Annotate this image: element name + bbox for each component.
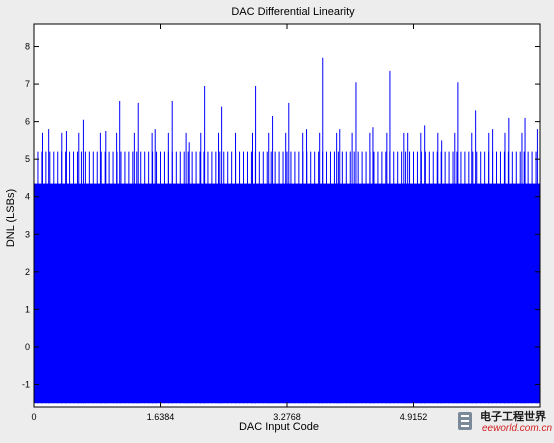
y-tick-label: 7 xyxy=(25,79,30,89)
y-tick-label: 5 xyxy=(25,154,30,164)
y-tick-label: -1 xyxy=(22,379,30,389)
x-tick-label: 4.9152 xyxy=(400,412,428,422)
y-axis-label: DNL (LSBs) xyxy=(5,189,17,247)
y-tick-label: 2 xyxy=(25,267,30,277)
solid-fill-region xyxy=(34,183,540,404)
chart-title: DAC Differential Linearity xyxy=(231,6,355,18)
x-axis-label: DAC Input Code xyxy=(239,421,319,433)
y-tick-label: 0 xyxy=(25,342,30,352)
watermark-url: eeworld.com.cn xyxy=(482,423,553,434)
x-tick-label: 0 xyxy=(31,412,36,422)
spike-series xyxy=(41,57,538,404)
y-tick-label: 6 xyxy=(25,117,30,127)
y-tick-label: 1 xyxy=(25,304,30,314)
y-tick-label: 4 xyxy=(25,192,30,202)
x-tick-label: 1.6384 xyxy=(147,412,175,422)
eeworld-logo-icon xyxy=(458,412,472,430)
x-ticks: 0 1.6384 3.2768 4.9152 xyxy=(31,24,427,422)
y-ticks: -1 0 1 2 3 4 5 6 7 8 xyxy=(22,42,540,389)
x-tick-label: 3.2768 xyxy=(273,412,301,422)
watermark-brand: 电子工程世界 xyxy=(480,410,546,423)
y-tick-label: 3 xyxy=(25,229,30,239)
site-watermark: 电子工程世界 eeworld.com.cn xyxy=(456,407,552,437)
y-tick-label: 8 xyxy=(25,42,30,52)
